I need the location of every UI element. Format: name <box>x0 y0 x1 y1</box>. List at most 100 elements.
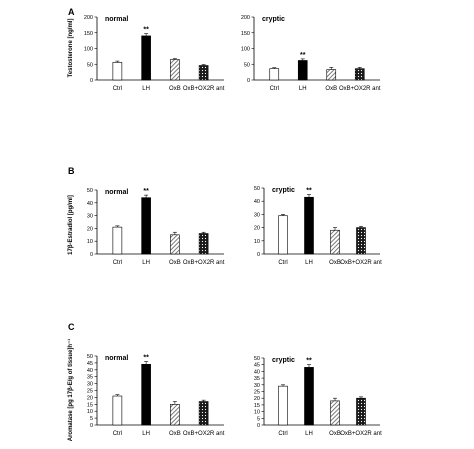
x-tick-label: OxB+OX2R ant <box>183 86 225 92</box>
y-tick-label: 45 <box>87 361 93 367</box>
x-tick-label: OxB <box>329 431 341 437</box>
bar-lh <box>141 197 151 255</box>
significance-marker: ** <box>143 188 149 195</box>
panel-letter-c: C <box>68 322 75 332</box>
y-tick-label: 40 <box>254 199 260 205</box>
x-tick-label: Ctrl <box>113 431 122 437</box>
bar-oxb-ox2r-ant <box>356 227 366 255</box>
x-tick-label: LH <box>299 86 307 92</box>
y-tick-label: 10 <box>254 239 260 245</box>
bar-ctrl <box>278 385 288 426</box>
y-axis-label-b: 17β-Estradiol [pg/ml] <box>68 195 74 255</box>
y-tick-label: 200 <box>241 15 250 21</box>
bar-oxb-ox2r-ant <box>198 65 209 81</box>
chart-b-cryptic: 0 10 20 30 40 50 cryptic Ctrl ** LH OxB OxB+OX2R an… <box>254 186 382 266</box>
x-tick-label: OxB <box>325 86 337 92</box>
y-tick-label: 20 <box>87 395 93 401</box>
x-tick-label: Ctrl <box>113 260 122 266</box>
x-tick-label: Ctrl <box>278 260 287 266</box>
bar-oxb-ox2r-ant <box>356 397 366 426</box>
x-tick-label: OxB+OX2R ant <box>340 260 382 266</box>
x-tick-label: LH <box>142 260 150 266</box>
bar-oxb-ox2r-ant <box>198 233 209 255</box>
significance-marker: ** <box>306 188 312 195</box>
y-tick-label: 40 <box>254 369 260 375</box>
y-tick-label: 40 <box>87 201 93 207</box>
x-tick-label: OxB+OX2R ant <box>183 260 225 266</box>
panel-letter-a: A <box>68 7 75 17</box>
y-tick-label: 50 <box>244 62 250 68</box>
y-tick-label: 40 <box>87 368 93 374</box>
significance-marker: ** <box>143 355 149 362</box>
y-tick-label: 45 <box>254 363 260 369</box>
bar-lh <box>141 363 151 426</box>
y-tick-label: 15 <box>87 402 93 408</box>
y-axis-label-a: Testosterone [ng/ml] <box>68 19 74 78</box>
y-tick-label: 30 <box>87 382 93 388</box>
panel-letter-b: B <box>68 166 75 176</box>
y-tick-label: 15 <box>254 403 260 409</box>
x-tick-label: OxB <box>169 431 181 437</box>
y-tick-label: 0 <box>90 252 93 258</box>
y-tick-label: 0 <box>90 78 93 84</box>
y-tick-label: 10 <box>254 410 260 416</box>
bar-oxb <box>330 229 340 255</box>
y-tick-label: 30 <box>254 383 260 389</box>
bar-oxb <box>330 400 340 426</box>
y-tick-label: 150 <box>241 31 250 37</box>
y-tick-label: 50 <box>87 62 93 68</box>
bar-oxb <box>170 403 180 426</box>
group-label: cryptic <box>272 187 295 194</box>
y-tick-label: 35 <box>87 375 93 381</box>
y-tick-label: 0 <box>257 423 260 429</box>
x-tick-label: Ctrl <box>278 431 287 437</box>
x-tick-label: OxB <box>169 86 181 92</box>
bar-ctrl <box>112 62 123 81</box>
x-tick-label: LH <box>305 260 313 266</box>
y-tick-label: 50 <box>254 356 260 362</box>
group-label: cryptic <box>272 357 295 364</box>
group-label: cryptic <box>262 16 285 23</box>
y-tick-label: 10 <box>87 409 93 415</box>
y-tick-label: 20 <box>87 226 93 232</box>
x-tick-label: OxB+OX2R ant <box>340 431 382 437</box>
y-tick-label: 20 <box>254 396 260 402</box>
y-tick-label: 50 <box>87 354 93 360</box>
y-tick-label: 5 <box>90 416 93 422</box>
significance-marker: ** <box>300 52 306 59</box>
bar-ctrl <box>112 226 123 255</box>
group-label: normal <box>105 355 128 362</box>
chart-a-normal: 0 50 100 150 200 normal Ctrl ** LH OxB OxB+OX2R an… <box>84 15 225 92</box>
bar-oxb <box>326 69 337 81</box>
chart-a-cryptic: 0 50 100 150 200 cryptic Ctrl ** LH OxB OxB+OX2R a… <box>241 15 381 92</box>
chart-b-normal: 0 10 20 30 40 50 normal Ctrl ** LH OxB OxB+OX2R ant <box>87 188 225 266</box>
x-tick-label: OxB <box>329 260 341 266</box>
bar-ctrl <box>269 68 280 81</box>
bar-lh <box>304 196 314 255</box>
y-tick-label: 100 <box>241 47 250 53</box>
y-tick-label: 25 <box>87 389 93 395</box>
y-tick-label: 50 <box>87 188 93 194</box>
x-tick-label: Ctrl <box>270 86 279 92</box>
bar-ctrl <box>112 395 123 426</box>
y-tick-label: 0 <box>90 423 93 429</box>
bar-oxb-ox2r-ant <box>198 401 209 426</box>
x-tick-label: LH <box>305 431 313 437</box>
x-tick-label: OxB <box>169 260 181 266</box>
bar-oxb <box>170 59 180 81</box>
bar-oxb-ox2r-ant <box>354 68 365 81</box>
y-tick-label: 0 <box>257 252 260 258</box>
bar-lh <box>141 35 151 81</box>
bar-ctrl <box>278 215 288 255</box>
group-label: normal <box>105 16 128 23</box>
bar-oxb <box>170 234 180 255</box>
y-tick-label: 30 <box>254 212 260 218</box>
x-tick-label: LH <box>142 431 150 437</box>
y-tick-label: 50 <box>254 186 260 192</box>
x-tick-label: OxB+OX2R ant <box>339 86 381 92</box>
y-tick-label: 100 <box>84 47 93 53</box>
